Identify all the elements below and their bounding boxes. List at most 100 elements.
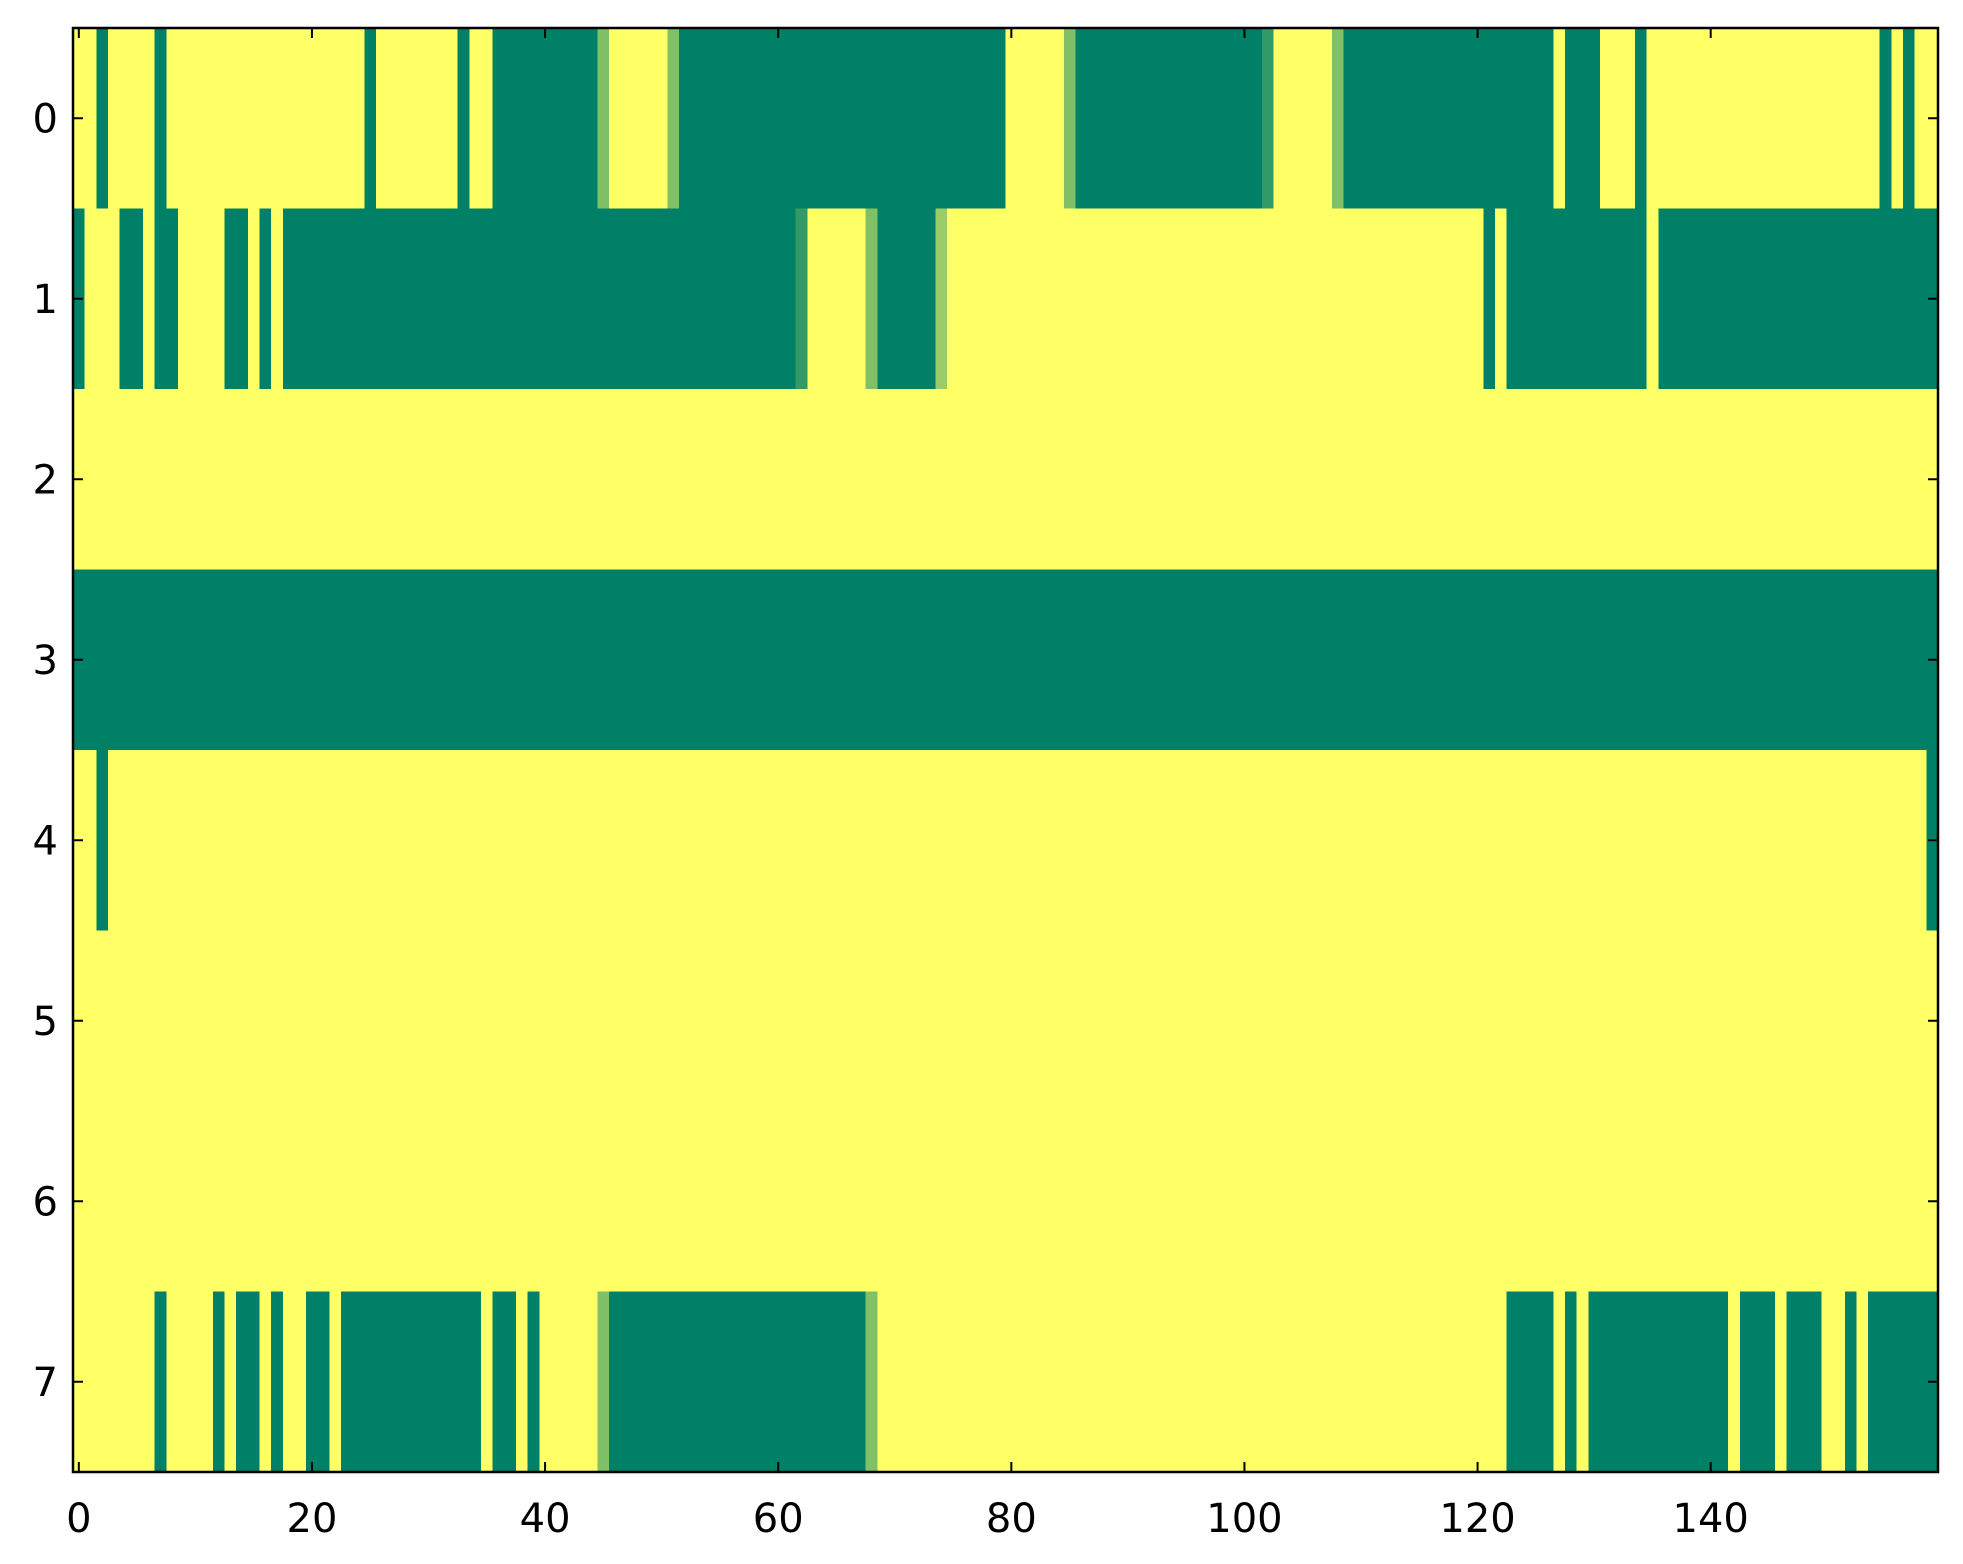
cell bbox=[504, 389, 517, 570]
cell bbox=[877, 389, 890, 570]
cell bbox=[819, 930, 832, 1112]
cell bbox=[1168, 750, 1181, 931]
cell bbox=[1518, 1291, 1531, 1473]
cell bbox=[1401, 930, 1414, 1112]
cell bbox=[259, 930, 272, 1112]
cell bbox=[632, 930, 645, 1112]
cell bbox=[1192, 750, 1205, 931]
cell bbox=[1821, 389, 1834, 570]
cell bbox=[480, 389, 494, 570]
cell bbox=[1914, 930, 1927, 1112]
cell bbox=[399, 569, 412, 751]
cell bbox=[341, 208, 354, 390]
cell bbox=[1809, 930, 1822, 1112]
cell bbox=[1798, 930, 1811, 1112]
cell bbox=[562, 750, 575, 931]
cell bbox=[1413, 569, 1426, 751]
cell bbox=[1599, 1291, 1613, 1473]
cell bbox=[457, 930, 470, 1112]
cell bbox=[411, 1111, 424, 1292]
cell bbox=[982, 750, 995, 931]
cell bbox=[865, 569, 878, 751]
cell bbox=[411, 930, 424, 1112]
cell bbox=[1308, 1111, 1321, 1292]
cell bbox=[96, 750, 109, 931]
cell bbox=[201, 930, 214, 1112]
cell bbox=[434, 930, 447, 1112]
cell bbox=[1296, 1111, 1310, 1292]
cell bbox=[1483, 750, 1496, 931]
cell bbox=[1226, 1291, 1240, 1473]
cell bbox=[947, 1111, 960, 1292]
cell bbox=[1565, 930, 1578, 1112]
cell bbox=[888, 389, 902, 570]
cell bbox=[1017, 389, 1030, 570]
cell bbox=[1017, 28, 1030, 209]
cell bbox=[714, 930, 727, 1112]
cell bbox=[1157, 208, 1170, 390]
cell bbox=[632, 208, 645, 390]
cell bbox=[364, 569, 377, 751]
cell bbox=[131, 389, 144, 570]
cell bbox=[294, 1111, 307, 1292]
cell bbox=[107, 1291, 121, 1473]
cell bbox=[212, 1111, 226, 1292]
cell bbox=[655, 28, 668, 209]
cell bbox=[1273, 1291, 1286, 1473]
cell bbox=[1739, 208, 1752, 390]
cell bbox=[585, 750, 599, 931]
cell bbox=[620, 28, 633, 209]
cell bbox=[1460, 569, 1473, 751]
cell bbox=[1320, 1111, 1333, 1292]
cell bbox=[1145, 1111, 1158, 1292]
cell bbox=[1588, 1291, 1601, 1473]
cell bbox=[1005, 750, 1018, 931]
cell bbox=[819, 208, 832, 390]
cell bbox=[1495, 1291, 1508, 1473]
cell bbox=[294, 1291, 307, 1473]
cell bbox=[1518, 389, 1531, 570]
cell bbox=[154, 1291, 167, 1473]
cell bbox=[1273, 750, 1286, 931]
cell bbox=[1704, 1291, 1718, 1473]
cell bbox=[1483, 1111, 1496, 1292]
cell bbox=[1040, 1111, 1053, 1292]
cell bbox=[923, 750, 937, 931]
cell bbox=[1669, 1111, 1683, 1292]
cell bbox=[795, 930, 808, 1112]
cell bbox=[597, 1291, 610, 1473]
cell bbox=[1669, 389, 1683, 570]
cell bbox=[784, 28, 797, 209]
cell bbox=[201, 1291, 214, 1473]
cell bbox=[1471, 930, 1484, 1112]
cell bbox=[364, 750, 377, 931]
cell bbox=[317, 1291, 330, 1473]
cell bbox=[737, 1111, 750, 1292]
cell bbox=[1646, 28, 1659, 209]
cell bbox=[1903, 208, 1916, 390]
cell bbox=[807, 208, 820, 390]
cell bbox=[317, 28, 330, 209]
cell bbox=[1296, 28, 1310, 209]
cell bbox=[1180, 208, 1193, 390]
cell bbox=[306, 930, 319, 1112]
cell bbox=[550, 28, 564, 209]
cell bbox=[492, 930, 505, 1112]
cell bbox=[958, 389, 972, 570]
cell bbox=[1576, 750, 1589, 931]
cell bbox=[993, 1291, 1006, 1473]
cell bbox=[1541, 389, 1554, 570]
cell bbox=[1471, 389, 1484, 570]
cell bbox=[982, 569, 995, 751]
cell bbox=[515, 208, 529, 390]
cell bbox=[620, 389, 633, 570]
cell bbox=[422, 750, 435, 931]
cell bbox=[1844, 208, 1857, 390]
cell bbox=[958, 1111, 972, 1292]
cell bbox=[1786, 208, 1799, 390]
cell bbox=[772, 389, 785, 570]
cell bbox=[1634, 28, 1648, 209]
cell bbox=[224, 28, 237, 209]
cell bbox=[1879, 569, 1892, 751]
cell bbox=[597, 28, 610, 209]
